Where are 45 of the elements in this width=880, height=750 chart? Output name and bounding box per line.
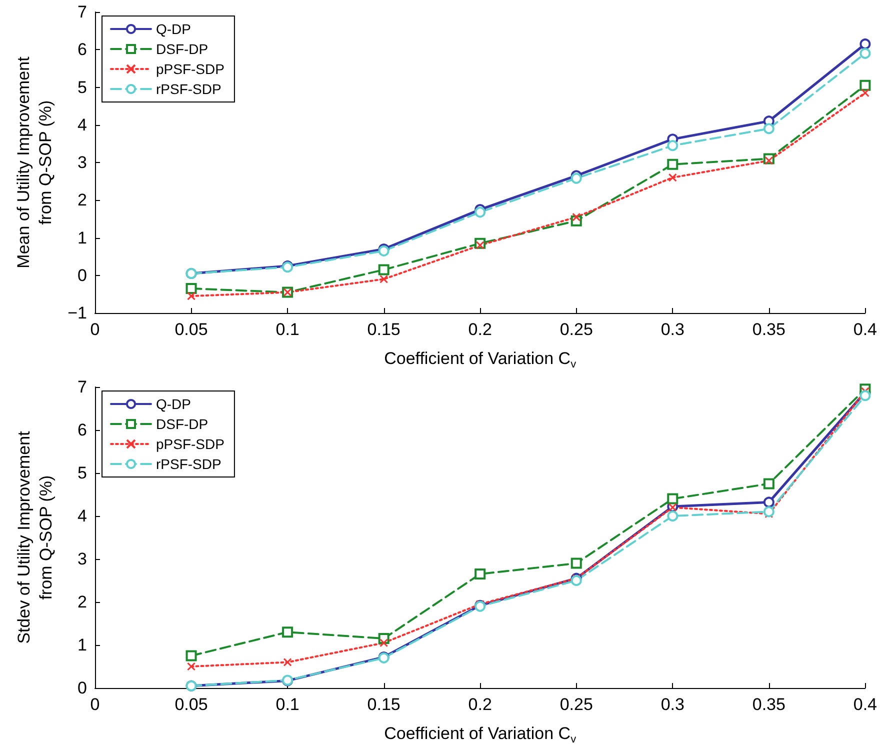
y-tick-label: 0 [78,678,87,698]
x-tick-label: 0.2 [468,320,492,339]
y-axis-title: Mean of Utility Improvement from Q-SOP (%) [14,56,56,268]
x-tick-label: 0.35 [752,695,786,714]
x-tick-label: 0.3 [660,320,684,339]
y-tick-label: 4 [78,115,87,134]
y-tick-label: 0 [78,266,87,285]
x-tick-label: 0.2 [468,695,492,714]
x-tick-label: 0.4 [853,695,878,714]
y-tick-label: 6 [78,40,87,60]
legend-label: Q-DP [156,21,191,37]
x-tick-label: 0.25 [560,320,593,339]
x-tick-label: 0.1 [276,695,300,714]
y-tick-label: 2 [78,190,87,210]
x-tick-label: 0.25 [560,695,593,714]
x-tick-label: 0.05 [174,320,208,339]
y-tick-label: 1 [78,636,87,654]
x-tick-label: 0.15 [367,695,400,714]
x-tick-label: 0.35 [752,320,786,339]
legend-label: pPSF-SDP [156,436,224,452]
legend-label: rPSF-SDP [156,81,222,97]
legend-label: DSF-DP [156,416,208,432]
y-axis-title: Stdev of Utility Improvement from Q-SOP (%) [14,430,56,644]
y-tick-label: 2 [78,592,87,612]
y-tick-label: 5 [78,78,87,97]
y-tick-label: 3 [78,550,87,568]
x-tick-label: 0.3 [660,695,684,714]
x-tick-label: 0.05 [174,695,208,714]
y-tick-label: 1 [78,228,87,248]
legend-label: DSF-DP [156,41,208,57]
legend-label: Q-DP [156,396,191,412]
y-tick-label: 6 [78,420,87,440]
y-tick-label: 7 [78,378,87,396]
legend-label: pPSF-SDP [156,61,224,77]
x-tick-label: 0.4 [853,320,878,339]
x-tick-label: 0.15 [367,320,400,339]
legend-label: rPSF-SDP [156,456,222,472]
y-tick-label: 3 [78,153,87,172]
x-tick-label: 0.1 [276,320,300,339]
y-tick-label: 4 [78,506,87,526]
y-tick-label: 7 [78,2,87,22]
y-tick-label: −1 [68,304,87,322]
x-tick-label: 0 [90,695,100,714]
x-tick-label: 0 [90,320,100,339]
y-tick-label: 5 [78,464,87,482]
